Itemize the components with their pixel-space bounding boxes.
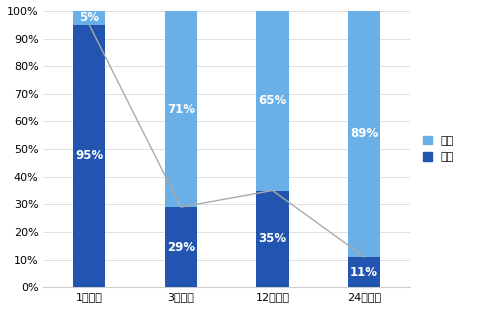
Legend: 県外, 県内: 県外, 県内 [423, 136, 454, 163]
Text: 95%: 95% [75, 150, 104, 163]
Bar [256, 11, 288, 191]
Bar [73, 11, 106, 25]
Bar [348, 11, 380, 257]
Text: 5%: 5% [80, 11, 100, 24]
Bar [165, 207, 197, 287]
Text: 89%: 89% [350, 127, 378, 140]
Text: 65%: 65% [258, 94, 286, 107]
Text: 35%: 35% [258, 232, 286, 245]
Text: 71%: 71% [167, 103, 195, 116]
Bar [256, 191, 288, 287]
Text: 11%: 11% [350, 265, 378, 278]
Bar [73, 25, 106, 287]
Bar [348, 257, 380, 287]
Text: 29%: 29% [167, 241, 195, 254]
Bar [165, 11, 197, 207]
